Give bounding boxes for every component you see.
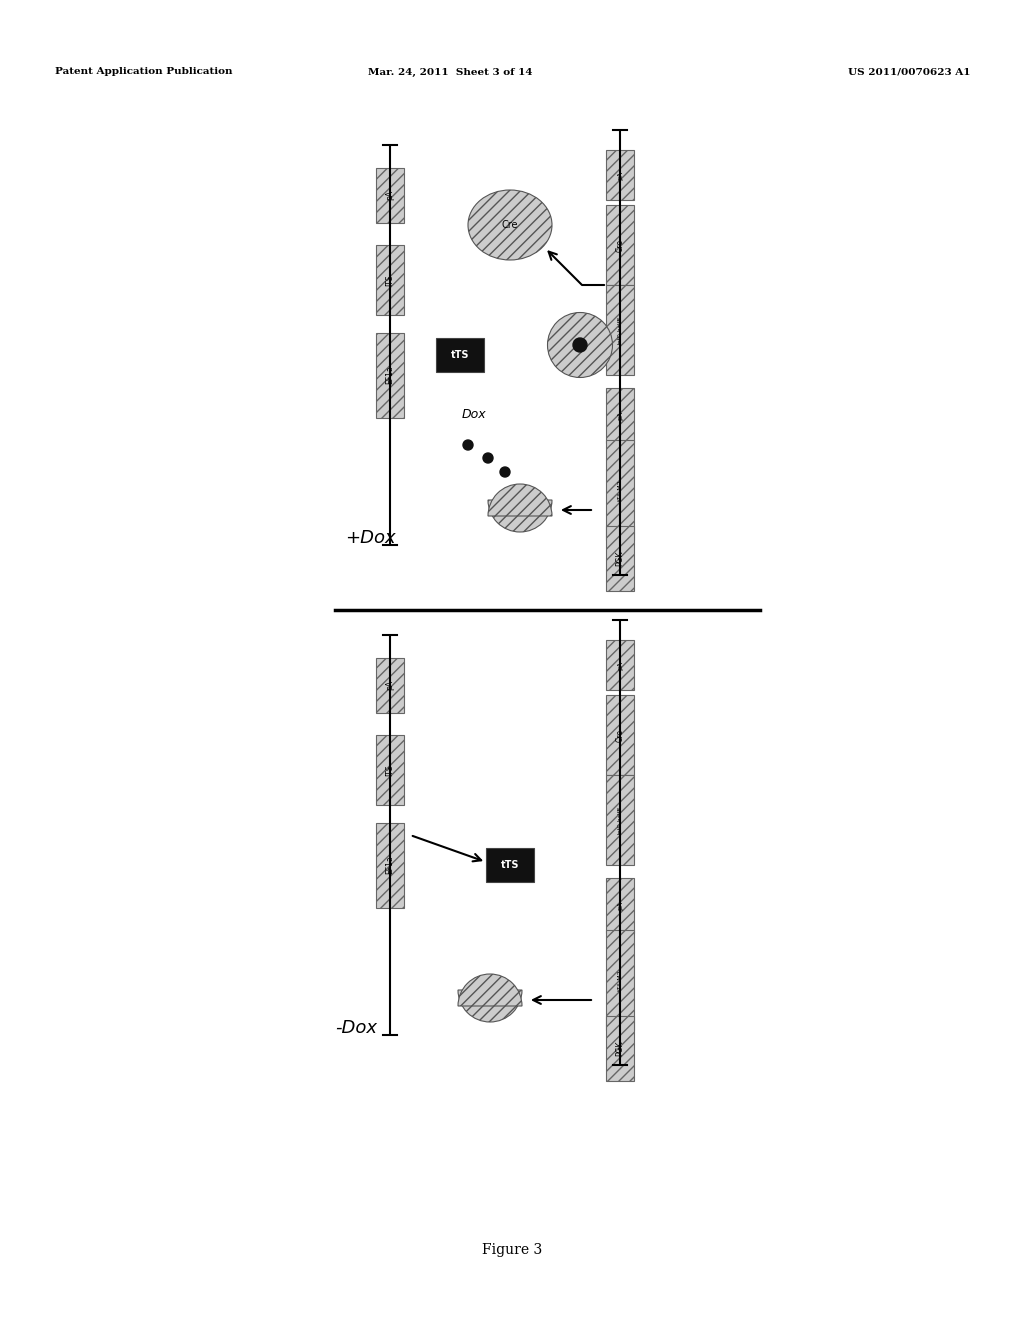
Text: Figure 3: Figure 3 [482, 1243, 542, 1257]
Circle shape [500, 467, 510, 477]
Ellipse shape [548, 313, 612, 378]
Text: Cre: Cre [615, 729, 625, 742]
FancyBboxPatch shape [606, 388, 634, 442]
FancyBboxPatch shape [376, 822, 404, 908]
Text: pA: pA [617, 170, 623, 180]
Wedge shape [458, 974, 522, 1006]
Text: tTS: tTS [501, 861, 519, 870]
Text: pA: pA [617, 411, 623, 420]
FancyBboxPatch shape [376, 333, 404, 417]
FancyBboxPatch shape [606, 440, 634, 540]
Text: EF1a: EF1a [385, 855, 394, 874]
FancyBboxPatch shape [486, 847, 534, 882]
Text: ITS: ITS [385, 275, 394, 286]
Text: EF1a: EF1a [385, 366, 394, 384]
FancyBboxPatch shape [376, 246, 404, 315]
Text: pA: pA [617, 660, 623, 669]
FancyBboxPatch shape [436, 338, 484, 372]
Wedge shape [458, 990, 522, 1022]
Ellipse shape [468, 190, 552, 260]
FancyBboxPatch shape [606, 285, 634, 375]
Text: Cre: Cre [615, 239, 625, 252]
Text: Cre: Cre [502, 220, 518, 230]
Text: Patent Application Publication: Patent Application Publication [55, 67, 232, 77]
Text: tTS: tTS [451, 350, 469, 360]
Wedge shape [488, 500, 552, 532]
Text: tTA-M2: tTA-M2 [617, 969, 623, 991]
FancyBboxPatch shape [606, 931, 634, 1030]
Text: US 2011/0070623 A1: US 2011/0070623 A1 [848, 67, 970, 77]
FancyBboxPatch shape [376, 657, 404, 713]
Wedge shape [488, 484, 552, 516]
Circle shape [483, 453, 493, 463]
Text: +Dox: +Dox [345, 529, 395, 546]
FancyBboxPatch shape [606, 640, 634, 690]
Text: pA: pA [385, 190, 394, 201]
FancyBboxPatch shape [606, 878, 634, 932]
Text: PGK: PGK [615, 1040, 625, 1056]
Text: Mar. 24, 2011  Sheet 3 of 14: Mar. 24, 2011 Sheet 3 of 14 [368, 67, 532, 77]
FancyBboxPatch shape [376, 735, 404, 805]
Text: pA: pA [385, 680, 394, 690]
FancyBboxPatch shape [376, 168, 404, 223]
FancyBboxPatch shape [606, 525, 634, 590]
Circle shape [573, 338, 587, 352]
FancyBboxPatch shape [606, 150, 634, 201]
Text: tetO-halfB: tetO-halfB [617, 315, 623, 345]
Circle shape [463, 440, 473, 450]
Text: ITS: ITS [385, 764, 394, 776]
FancyBboxPatch shape [606, 205, 634, 285]
Text: Dox: Dox [462, 408, 486, 421]
FancyBboxPatch shape [606, 775, 634, 865]
Text: -Dox: -Dox [335, 1019, 377, 1038]
FancyBboxPatch shape [606, 1015, 634, 1081]
FancyBboxPatch shape [606, 696, 634, 775]
Text: PGK: PGK [615, 550, 625, 566]
Text: pA: pA [617, 900, 623, 909]
Text: tetO-halfB: tetO-halfB [617, 807, 623, 834]
Text: tTA-M2: tTA-M2 [617, 479, 623, 500]
